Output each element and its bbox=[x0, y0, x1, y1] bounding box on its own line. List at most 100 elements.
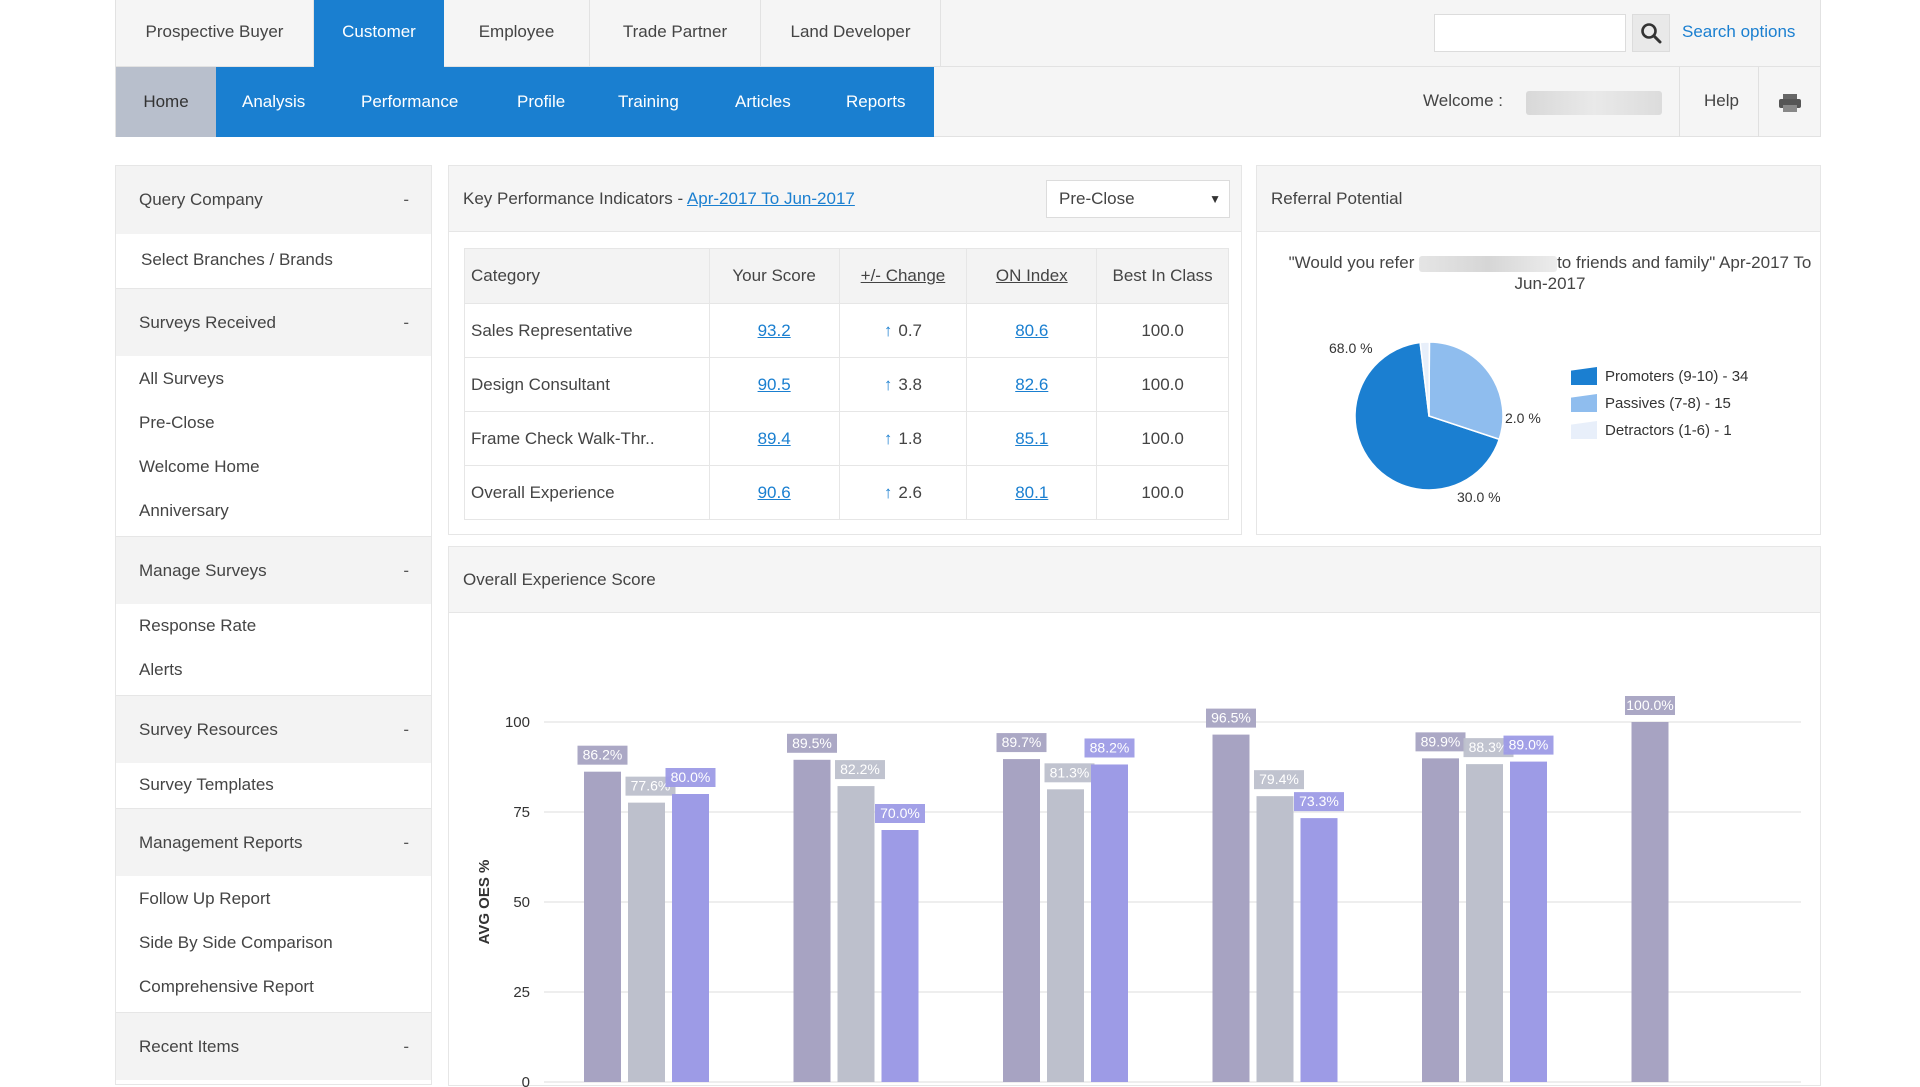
legend-swatch bbox=[1571, 394, 1597, 412]
user-name-redacted bbox=[1526, 91, 1662, 115]
arrow-up-icon: ↑ bbox=[883, 428, 893, 448]
data-label-box bbox=[1503, 735, 1554, 755]
bar[interactable] bbox=[881, 830, 919, 1082]
bar[interactable] bbox=[628, 802, 665, 1082]
bar[interactable] bbox=[584, 771, 621, 1082]
sidebar-item-select-branches[interactable]: Select Branches / Brands bbox=[141, 250, 333, 269]
bar[interactable] bbox=[672, 794, 709, 1082]
sidebar-item-welcome-home[interactable]: Welcome Home bbox=[139, 457, 260, 476]
sidebar-section-management-reports[interactable]: Management Reports - bbox=[116, 808, 431, 876]
nav-reports[interactable]: Reports bbox=[846, 92, 906, 111]
cell-score-link[interactable]: 89.4 bbox=[757, 428, 791, 448]
chart-title: Overall Experience Score bbox=[463, 570, 656, 589]
role-tab-bar: Prospective Buyer Customer Employee Trad… bbox=[115, 0, 1821, 67]
collapse-icon[interactable]: - bbox=[403, 1036, 409, 1056]
sidebar-item-response-rate[interactable]: Response Rate bbox=[139, 616, 257, 635]
pie-slice-2[interactable] bbox=[1428, 341, 1504, 441]
sidebar-item-all-surveys[interactable]: All Surveys bbox=[139, 369, 225, 388]
collapse-icon[interactable]: - bbox=[403, 719, 409, 739]
sidebar-section-manage-surveys[interactable]: Manage Surveys - bbox=[116, 536, 431, 604]
nav-analysis[interactable]: Analysis bbox=[242, 92, 306, 111]
bar[interactable] bbox=[1256, 796, 1294, 1082]
nav-profile[interactable]: Profile bbox=[517, 92, 566, 111]
sidebar-item-anniversary[interactable]: Anniversary bbox=[139, 501, 229, 520]
bar[interactable] bbox=[1466, 764, 1503, 1082]
sidebar-item-follow-up-report[interactable]: Follow Up Report bbox=[139, 889, 271, 908]
legend-item[interactable]: Promoters (9-10) - 34 bbox=[1571, 367, 1748, 385]
cell-score-link[interactable]: 93.2 bbox=[757, 320, 791, 340]
data-label: 89.9% bbox=[1421, 733, 1461, 749]
bar[interactable] bbox=[1422, 758, 1459, 1082]
cell-score-link[interactable]: 90.6 bbox=[757, 482, 791, 502]
col-change[interactable]: +/- Change bbox=[838, 248, 968, 304]
nav-articles[interactable]: Articles bbox=[735, 92, 791, 111]
kpi-title: Key Performance Indicators - Apr-2017 To… bbox=[463, 189, 855, 209]
bar[interactable] bbox=[1212, 734, 1250, 1082]
survey-type-value: Pre-Close bbox=[1059, 189, 1135, 208]
bar[interactable] bbox=[793, 759, 831, 1082]
arrow-up-icon: ↑ bbox=[883, 482, 893, 502]
referral-pie-chart bbox=[1354, 341, 1504, 491]
pie-slice-3[interactable] bbox=[1419, 341, 1431, 417]
bar[interactable] bbox=[1003, 759, 1040, 1082]
search-button[interactable] bbox=[1632, 14, 1670, 52]
data-label-box bbox=[1044, 763, 1095, 783]
sidebar-section-surveys-received[interactable]: Surveys Received - bbox=[116, 288, 431, 356]
sidebar-section-title: Management Reports bbox=[139, 832, 303, 852]
col-category: Category bbox=[464, 248, 710, 304]
bar[interactable] bbox=[1300, 818, 1338, 1082]
data-label: 89.5% bbox=[792, 735, 832, 751]
collapse-icon[interactable]: - bbox=[403, 190, 409, 209]
bar[interactable] bbox=[837, 786, 875, 1082]
pie-slice-1[interactable] bbox=[1354, 341, 1501, 491]
tab-land-developer[interactable]: Land Developer bbox=[761, 0, 941, 67]
help-link[interactable]: Help bbox=[1704, 91, 1739, 110]
sidebar-item-alerts[interactable]: Alerts bbox=[139, 660, 183, 679]
kpi-period-link[interactable]: Apr-2017 To Jun-2017 bbox=[686, 189, 855, 208]
cell-index-link[interactable]: 85.1 bbox=[1015, 428, 1049, 448]
y-axis-label: AVG OES % bbox=[476, 860, 493, 945]
legend-item[interactable]: Detractors (1-6) - 1 bbox=[1571, 421, 1732, 439]
search-input[interactable] bbox=[1434, 14, 1626, 52]
nav-performance[interactable]: Performance bbox=[361, 92, 459, 111]
sidebar-section-query-company[interactable]: Query Company - bbox=[116, 166, 431, 234]
tab-customer[interactable]: Customer bbox=[314, 0, 444, 67]
welcome-label: Welcome : bbox=[1423, 91, 1503, 110]
cell-score-link[interactable]: 90.5 bbox=[757, 374, 791, 394]
search-options-link[interactable]: Search options bbox=[1682, 22, 1796, 41]
cell-index-link[interactable]: 80.6 bbox=[1015, 320, 1049, 340]
print-icon[interactable] bbox=[1778, 93, 1802, 113]
tab-employee[interactable]: Employee bbox=[444, 0, 590, 67]
nav-home[interactable]: Home bbox=[116, 67, 216, 137]
nav-divider bbox=[1679, 67, 1680, 137]
data-label: 88.3% bbox=[1469, 739, 1509, 755]
sidebar-item-survey-templates[interactable]: Survey Templates bbox=[139, 775, 274, 794]
tab-prospective-buyer[interactable]: Prospective Buyer bbox=[116, 0, 314, 67]
tab-trade-partner[interactable]: Trade Partner bbox=[590, 0, 761, 67]
survey-type-select[interactable]: Pre-Close ▼ bbox=[1046, 180, 1230, 218]
sidebar-section-survey-resources[interactable]: Survey Resources - bbox=[116, 695, 431, 763]
col-on-index[interactable]: ON Index bbox=[966, 248, 1098, 304]
collapse-icon[interactable]: - bbox=[403, 312, 409, 332]
kpi-table: Category Your Score +/- Change ON Index … bbox=[464, 248, 1229, 520]
cell-change: 0.7 bbox=[898, 320, 923, 340]
bar[interactable] bbox=[1047, 789, 1084, 1082]
bar[interactable] bbox=[1091, 764, 1128, 1082]
sidebar-section-title: Surveys Received bbox=[139, 312, 277, 332]
bar[interactable] bbox=[1631, 722, 1669, 1082]
collapse-icon[interactable]: - bbox=[403, 832, 409, 852]
sidebar-item-comprehensive-report[interactable]: Comprehensive Report bbox=[139, 977, 314, 996]
legend-item[interactable]: Passives (7-8) - 15 bbox=[1571, 394, 1731, 412]
sidebar-section-title: Recent Items bbox=[139, 1036, 240, 1056]
nav-training[interactable]: Training bbox=[618, 92, 679, 111]
cell-index-link[interactable]: 80.1 bbox=[1015, 482, 1049, 502]
sidebar-section-recent-items[interactable]: Recent Items - bbox=[116, 1012, 431, 1080]
sidebar-item-side-by-side[interactable]: Side By Side Comparison bbox=[139, 933, 333, 952]
sidebar-item-pre-close[interactable]: Pre-Close bbox=[139, 413, 215, 432]
cell-index-link[interactable]: 82.6 bbox=[1015, 374, 1049, 394]
bar[interactable] bbox=[1510, 761, 1547, 1082]
data-label: 89.7% bbox=[1002, 734, 1042, 750]
legend-label: Passives (7-8) - 15 bbox=[1605, 394, 1731, 412]
data-label-box bbox=[577, 745, 628, 765]
collapse-icon[interactable]: - bbox=[403, 560, 409, 580]
